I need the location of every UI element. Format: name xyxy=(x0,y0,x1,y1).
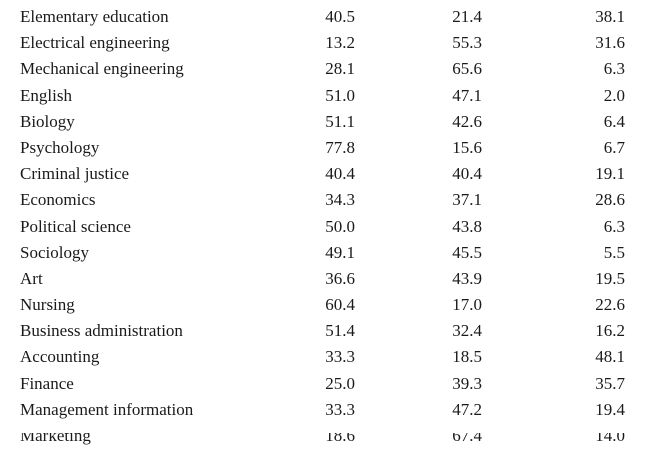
major-name: Criminal justice xyxy=(20,164,130,184)
value-col-2: 43.9 xyxy=(452,268,482,288)
value-col-3: 5.5 xyxy=(603,242,625,262)
value-col-3: 48.1 xyxy=(595,347,625,367)
value-col-2: 39.3 xyxy=(452,373,482,393)
value-col-2: 45.5 xyxy=(452,242,482,262)
major-name: Nursing xyxy=(20,295,75,315)
major-name: English xyxy=(20,85,72,105)
value-col-1: 50.0 xyxy=(325,216,355,236)
table-row: Business administration 51.4 32.4 16.2 xyxy=(0,318,650,344)
value-col-2: 17.0 xyxy=(452,295,482,315)
table-row: Political science 50.0 43.8 6.3 xyxy=(0,214,650,240)
value-col-3: 2.0 xyxy=(603,85,625,105)
table-row: Art 36.6 43.9 19.5 xyxy=(0,266,650,292)
value-col-3: 19.4 xyxy=(595,399,625,419)
major-name: Political science xyxy=(20,216,131,236)
value-col-2: 47.1 xyxy=(452,85,482,105)
table-row: Sociology 49.1 45.5 5.5 xyxy=(0,240,650,266)
table-row: Biology 51.1 42.6 6.4 xyxy=(0,109,650,135)
page-cutoff xyxy=(0,425,650,433)
value-col-1: 25.0 xyxy=(325,373,355,393)
value-col-3: 38.1 xyxy=(595,7,625,26)
value-col-2: 42.6 xyxy=(452,111,482,131)
major-name: Mechanical engineering xyxy=(20,59,184,79)
value-col-2: 15.6 xyxy=(452,137,482,157)
value-col-2: 43.8 xyxy=(452,216,482,236)
major-name: Electrical engineering xyxy=(20,33,170,53)
value-col-1: 40.4 xyxy=(325,164,355,184)
value-col-3: 28.6 xyxy=(595,190,625,210)
major-name: Biology xyxy=(20,111,75,131)
table-row: Mechanical engineering 28.1 65.6 6.3 xyxy=(0,56,650,82)
table-row: Electrical engineering 13.2 55.3 31.6 xyxy=(0,30,650,56)
table-row: Finance 25.0 39.3 35.7 xyxy=(0,371,650,397)
major-name: Economics xyxy=(20,190,96,210)
value-col-3: 6.3 xyxy=(603,216,625,236)
table-row: Nursing 60.4 17.0 22.6 xyxy=(0,292,650,318)
value-col-3: 19.5 xyxy=(595,268,625,288)
table-row: Accounting 33.3 18.5 48.1 xyxy=(0,344,650,370)
table-row: Criminal justice 40.4 40.4 19.1 xyxy=(0,161,650,187)
value-col-1: 40.5 xyxy=(325,7,355,26)
table-row: Psychology 77.8 15.6 6.7 xyxy=(0,135,650,161)
value-col-2: 55.3 xyxy=(452,33,482,53)
table-row: Management information 33.3 47.2 19.4 xyxy=(0,397,650,423)
value-col-3: 6.4 xyxy=(603,111,625,131)
value-col-2: 47.2 xyxy=(452,399,482,419)
value-col-3: 22.6 xyxy=(595,295,625,315)
value-col-2: 65.6 xyxy=(452,59,482,79)
major-name: Art xyxy=(20,268,43,288)
major-name: Elementary education xyxy=(20,7,169,26)
value-col-1: 51.4 xyxy=(325,321,355,341)
value-col-3: 16.2 xyxy=(595,321,625,341)
table-row: Economics 34.3 37.1 28.6 xyxy=(0,187,650,213)
value-col-2: 21.4 xyxy=(452,7,482,26)
value-col-2: 18.5 xyxy=(452,347,482,367)
value-col-1: 49.1 xyxy=(325,242,355,262)
value-col-1: 34.3 xyxy=(325,190,355,210)
major-name: Management information xyxy=(20,399,194,419)
value-col-1: 28.1 xyxy=(325,59,355,79)
major-name: Accounting xyxy=(20,347,100,367)
major-name: Business administration xyxy=(20,321,183,341)
value-col-1: 36.6 xyxy=(325,268,355,288)
table-row: English 51.0 47.1 2.0 xyxy=(0,83,650,109)
major-name: Psychology xyxy=(20,137,100,157)
data-table: Elementary education 40.5 21.4 38.1 Electric… xyxy=(0,4,650,449)
value-col-3: 6.7 xyxy=(603,137,625,157)
value-col-2: 37.1 xyxy=(452,190,482,210)
value-col-3: 35.7 xyxy=(595,373,625,393)
value-col-1: 33.3 xyxy=(325,399,355,419)
major-name: Finance xyxy=(20,373,74,393)
value-col-2: 32.4 xyxy=(452,321,482,341)
value-col-1: 13.2 xyxy=(325,33,355,53)
value-col-1: 51.0 xyxy=(325,85,355,105)
value-col-1: 51.1 xyxy=(325,111,355,131)
value-col-2: 40.4 xyxy=(452,164,482,184)
value-col-1: 33.3 xyxy=(325,347,355,367)
value-col-1: 77.8 xyxy=(325,137,355,157)
value-col-3: 6.3 xyxy=(603,59,625,79)
major-name: Sociology xyxy=(20,242,89,262)
value-col-1: 60.4 xyxy=(325,295,355,315)
table-row: Elementary education 40.5 21.4 38.1 xyxy=(0,4,650,30)
value-col-3: 31.6 xyxy=(595,33,625,53)
value-col-3: 19.1 xyxy=(595,164,625,184)
